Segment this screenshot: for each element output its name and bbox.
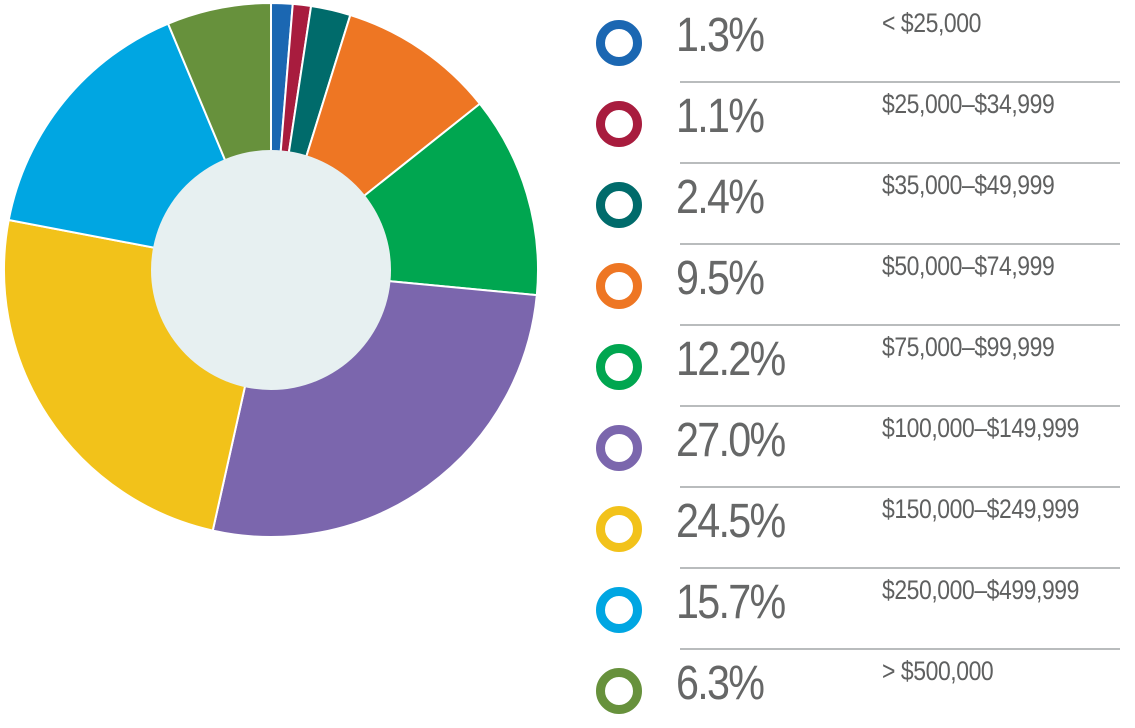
legend-marker-icon [596,425,642,471]
donut-chart [3,1,540,538]
legend-item-50000-74999: 9.5% $50,000–$74,999 [590,243,1130,323]
legend-marker-icon [596,587,642,633]
legend-percent: 24.5% [676,495,786,548]
legend-range: $25,000–$34,999 [882,89,1055,119]
legend-percent: 2.4% [676,171,765,224]
legend-percent: 1.3% [676,9,765,62]
legend-marker-icon [596,263,642,309]
legend-divider [680,567,1120,569]
legend-range: $75,000–$99,999 [882,332,1055,362]
legend-percent: 27.0% [676,414,786,467]
legend-range: $250,000–$499,999 [882,575,1079,605]
legend-item-100000-149999: 27.0% $100,000–$149,999 [590,405,1130,485]
legend-item-150000-249999: 24.5% $150,000–$249,999 [590,486,1130,566]
legend-item-250000-499999: 15.7% $250,000–$499,999 [590,567,1130,647]
legend-range: > $500,000 [882,656,994,686]
legend-divider [680,405,1120,407]
legend-item-35000-49999: 2.4% $35,000–$49,999 [590,162,1130,242]
legend-marker-icon [596,182,642,228]
legend-marker-icon [596,668,642,714]
donut-center [151,150,391,390]
legend-marker-icon [596,344,642,390]
legend-item-75000-99999: 12.2% $75,000–$99,999 [590,324,1130,404]
legend-marker-icon [596,101,642,147]
legend-divider [680,162,1120,164]
legend-range: $100,000–$149,999 [882,413,1079,443]
legend-percent: 9.5% [676,252,765,305]
legend-divider [680,243,1120,245]
legend-divider [680,648,1120,650]
legend-range: $35,000–$49,999 [882,170,1055,200]
legend-item-under-25000: 1.3% < $25,000 [590,0,1130,80]
legend-item-over-500000: 6.3% > $500,000 [590,648,1130,728]
legend-percent: 12.2% [676,333,786,386]
legend-range: $150,000–$249,999 [882,494,1079,524]
legend-divider [680,324,1120,326]
legend-range: < $25,000 [882,8,981,38]
legend-marker-icon [596,20,642,66]
legend-percent: 15.7% [676,576,786,629]
legend-divider [680,81,1120,83]
legend-marker-icon [596,506,642,552]
legend-range: $50,000–$74,999 [882,251,1055,281]
legend-percent: 6.3% [676,657,765,710]
legend-divider [680,486,1120,488]
legend-percent: 1.1% [676,90,765,143]
legend-item-25000-34999: 1.1% $25,000–$34,999 [590,81,1130,161]
legend: 1.3% < $25,000 1.1% $25,000–$34,999 2.4%… [590,0,1135,720]
